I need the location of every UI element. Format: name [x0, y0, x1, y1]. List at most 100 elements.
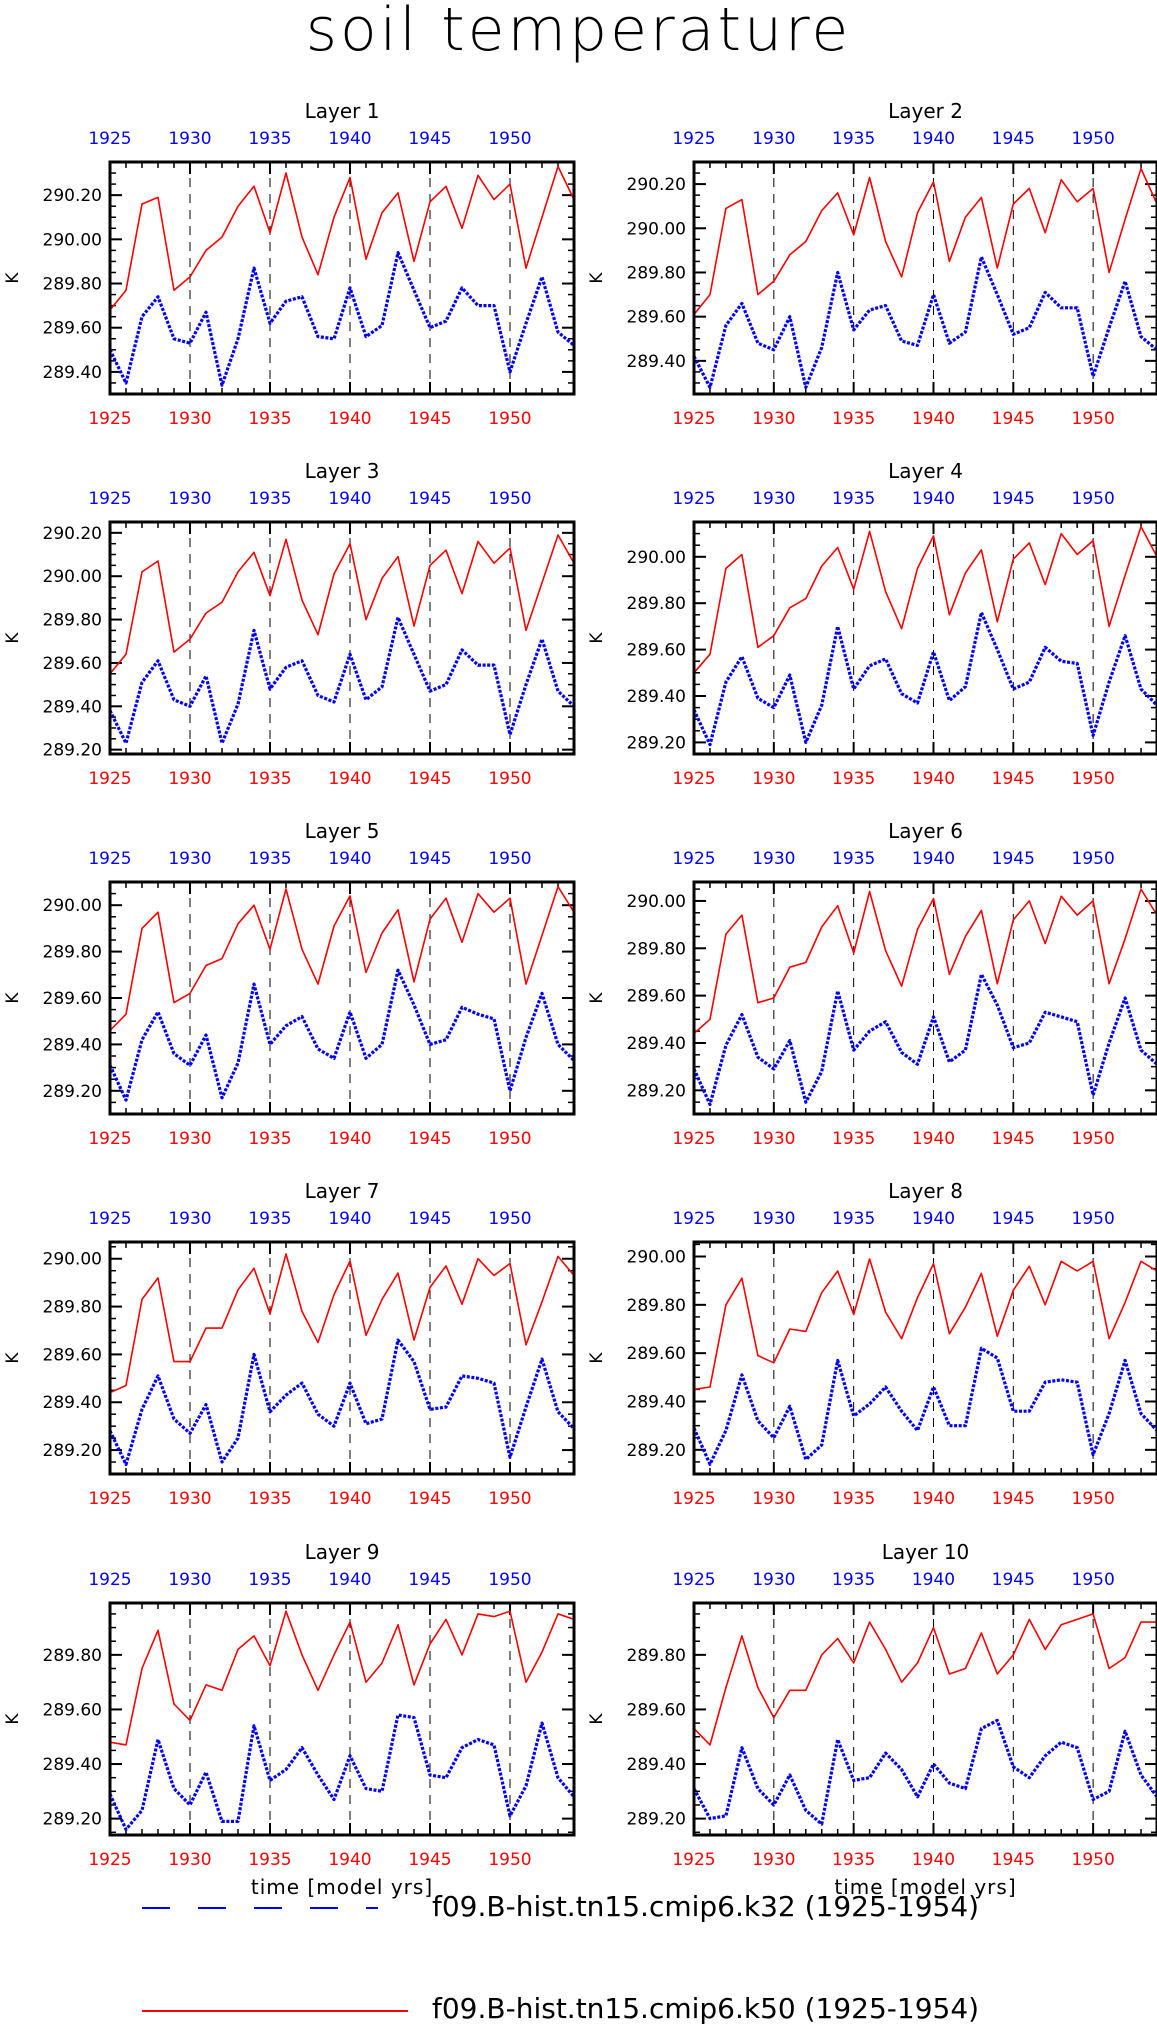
x-tick-label-top: 1950 — [488, 1570, 531, 1590]
x-tick-label-bottom: 1940 — [912, 769, 955, 789]
x-tick-label-bottom: 1940 — [328, 1129, 371, 1149]
y-tick-label: 289.80 — [43, 1298, 102, 1318]
y-tick-label: 289.80 — [627, 263, 686, 283]
x-tick-label-bottom: 1935 — [832, 409, 875, 429]
y-tick-label: 289.20 — [43, 1441, 102, 1461]
series-k50-line — [109, 1610, 575, 1746]
panel-layer-4: Layer 4 289.20 289.40 289.60 289.80 290.00 192… — [587, 459, 1157, 789]
series-k50-line — [109, 885, 575, 1032]
series-k50-line — [693, 888, 1157, 1035]
x-tick-label-bottom: 1945 — [992, 1850, 1035, 1870]
y-axis-label: K — [3, 992, 23, 1004]
y-tick-label: 289.20 — [43, 1082, 102, 1102]
x-tick-label-bottom: 1945 — [408, 769, 451, 789]
y-tick-label: 289.60 — [43, 654, 102, 674]
panel-title: Layer 6 — [888, 819, 963, 843]
x-tick-label-top: 1945 — [408, 1570, 451, 1590]
x-tick-label-top: 1930 — [752, 489, 795, 509]
x-tick-label-bottom: 1940 — [328, 769, 371, 789]
x-tick-label-top: 1935 — [832, 1570, 875, 1590]
plot-frame — [692, 1601, 1157, 1837]
x-tick-label-top: 1950 — [1072, 1570, 1115, 1590]
x-tick-label-bottom: 1945 — [992, 409, 1035, 429]
panel-layer-7: Layer 7 289.20 289.40 289.60 289.80 290.00 192… — [3, 1179, 576, 1509]
y-axis-label: K — [3, 632, 23, 644]
legend-line-k50 — [142, 2010, 408, 2012]
y-axis-label: K — [587, 1713, 607, 1725]
x-tick-label-top: 1940 — [328, 1570, 371, 1590]
x-tick-label-top: 1930 — [168, 1570, 211, 1590]
x-tick-label-bottom: 1925 — [88, 1129, 131, 1149]
series-k32-line — [692, 1718, 1157, 1826]
panel-title: Layer 3 — [305, 459, 380, 483]
x-tick-label-top: 1930 — [168, 849, 211, 869]
x-tick-label-bottom: 1925 — [88, 1850, 131, 1870]
panel-title: Layer 8 — [888, 1179, 963, 1203]
series-k32-line — [108, 615, 576, 745]
x-tick-label-top: 1945 — [408, 1209, 451, 1229]
x-tick-label-bottom: 1945 — [408, 1129, 451, 1149]
series-k50-line — [109, 534, 575, 675]
y-tick-label: 289.40 — [43, 363, 102, 383]
panel-layer-3: Layer 3 289.20 289.40 289.60 289.80 290.00 290… — [3, 459, 576, 789]
x-tick-label-top: 1950 — [1072, 129, 1115, 149]
panel-title: Layer 10 — [882, 1540, 970, 1564]
panel-layer-9: Layer 9 289.20 289.40 289.60 289.80 1925 1925 1… — [3, 1540, 576, 1899]
x-tick-label-top: 1935 — [248, 1209, 291, 1229]
x-tick-label-top: 1935 — [248, 1570, 291, 1590]
x-tick-label-bottom: 1940 — [912, 1850, 955, 1870]
y-tick-label: 289.40 — [627, 1393, 686, 1413]
y-axis-label: K — [587, 272, 607, 284]
x-tick-label-bottom: 1935 — [248, 769, 291, 789]
y-tick-label: 289.80 — [627, 1646, 686, 1666]
x-tick-label-bottom: 1940 — [328, 1850, 371, 1870]
y-tick-label: 289.80 — [627, 594, 686, 614]
y-tick-label: 290.00 — [627, 548, 686, 568]
x-tick-label-bottom: 1925 — [88, 409, 131, 429]
y-tick-label: 290.00 — [43, 896, 102, 916]
x-tick-label-top: 1950 — [1072, 489, 1115, 509]
x-tick-label-bottom: 1940 — [328, 409, 371, 429]
x-tick-label-bottom: 1930 — [168, 1850, 211, 1870]
series-k32-line — [692, 255, 1157, 389]
x-tick-label-bottom: 1950 — [488, 769, 531, 789]
x-tick-label-bottom: 1935 — [248, 1850, 291, 1870]
panel-layer-10: Layer 10 289.20 289.40 289.60 289.80 1925 1925… — [587, 1540, 1157, 1899]
y-tick-label: 290.00 — [43, 230, 102, 250]
x-tick-label-bottom: 1935 — [832, 1850, 875, 1870]
y-axis-label: K — [587, 632, 607, 644]
y-tick-label: 290.20 — [43, 524, 102, 544]
x-tick-label-bottom: 1940 — [912, 1129, 955, 1149]
y-tick-label: 289.40 — [627, 1755, 686, 1775]
x-tick-label-bottom: 1935 — [832, 769, 875, 789]
series-k32-line — [108, 968, 576, 1102]
x-tick-label-bottom: 1925 — [672, 1129, 715, 1149]
y-tick-label: 290.20 — [627, 175, 686, 195]
x-tick-label-bottom: 1925 — [672, 769, 715, 789]
y-tick-label: 289.60 — [43, 319, 102, 339]
x-tick-label-top: 1935 — [248, 129, 291, 149]
panel-layer-5: Layer 5 289.20 289.40 289.60 289.80 290.00 192… — [3, 819, 576, 1149]
x-tick-label-top: 1950 — [488, 849, 531, 869]
series-k32-line — [692, 610, 1157, 747]
x-tick-label-top: 1935 — [248, 489, 291, 509]
x-tick-label-top: 1935 — [832, 1209, 875, 1229]
x-tick-label-top: 1940 — [912, 129, 955, 149]
y-tick-label: 289.80 — [627, 939, 686, 959]
x-tick-label-bottom: 1945 — [408, 409, 451, 429]
x-tick-label-bottom: 1930 — [752, 1850, 795, 1870]
plot-frame — [692, 520, 1157, 756]
x-tick-label-bottom: 1930 — [752, 1489, 795, 1509]
x-tick-label-top: 1925 — [672, 1209, 715, 1229]
x-tick-label-bottom: 1930 — [168, 409, 211, 429]
series-k32-line — [692, 1346, 1157, 1466]
y-tick-label: 289.20 — [43, 1810, 102, 1830]
y-axis-label: K — [3, 1352, 23, 1364]
x-tick-label-top: 1930 — [752, 129, 795, 149]
plot-frame — [108, 160, 576, 396]
plot-frame — [692, 880, 1157, 1116]
y-tick-label: 289.60 — [43, 989, 102, 1009]
x-tick-label-top: 1925 — [88, 129, 131, 149]
x-tick-label-bottom: 1925 — [88, 1489, 131, 1509]
